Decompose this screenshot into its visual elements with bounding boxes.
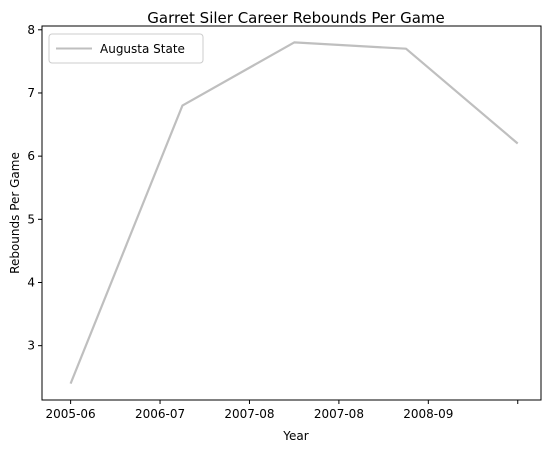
series-line-0	[69, 41, 519, 385]
y-axis: 3 4 5 6 7 8	[27, 23, 42, 353]
x-axis: 2005-06 2006-07 2007-08 2007-08 2008-09	[46, 400, 519, 421]
x-axis-label: Year	[282, 429, 308, 443]
legend: Augusta State	[48, 33, 204, 64]
legend-frame	[48, 33, 204, 64]
y-axis-label: Rebounds Per Game	[8, 152, 22, 274]
legend-label: Augusta State	[100, 42, 185, 56]
y-tick-label: 6	[27, 149, 35, 163]
y-tick-label: 4	[27, 275, 35, 289]
y-tick-label: 3	[27, 339, 35, 353]
y-tick-label: 5	[27, 212, 35, 226]
x-tick-label: 2007-08	[224, 407, 274, 421]
y-tick-label: 7	[27, 86, 35, 100]
x-tick-label: 2008-09	[403, 407, 453, 421]
x-tick-label: 2007-08	[314, 407, 364, 421]
y-tick-label: 8	[27, 23, 35, 37]
chart-title: Garret Siler Career Rebounds Per Game	[147, 9, 444, 27]
x-tick-label: 2006-07	[135, 407, 185, 421]
plot-frame	[41, 25, 542, 401]
x-tick-label: 2005-06	[46, 407, 96, 421]
series-layer	[69, 41, 519, 385]
